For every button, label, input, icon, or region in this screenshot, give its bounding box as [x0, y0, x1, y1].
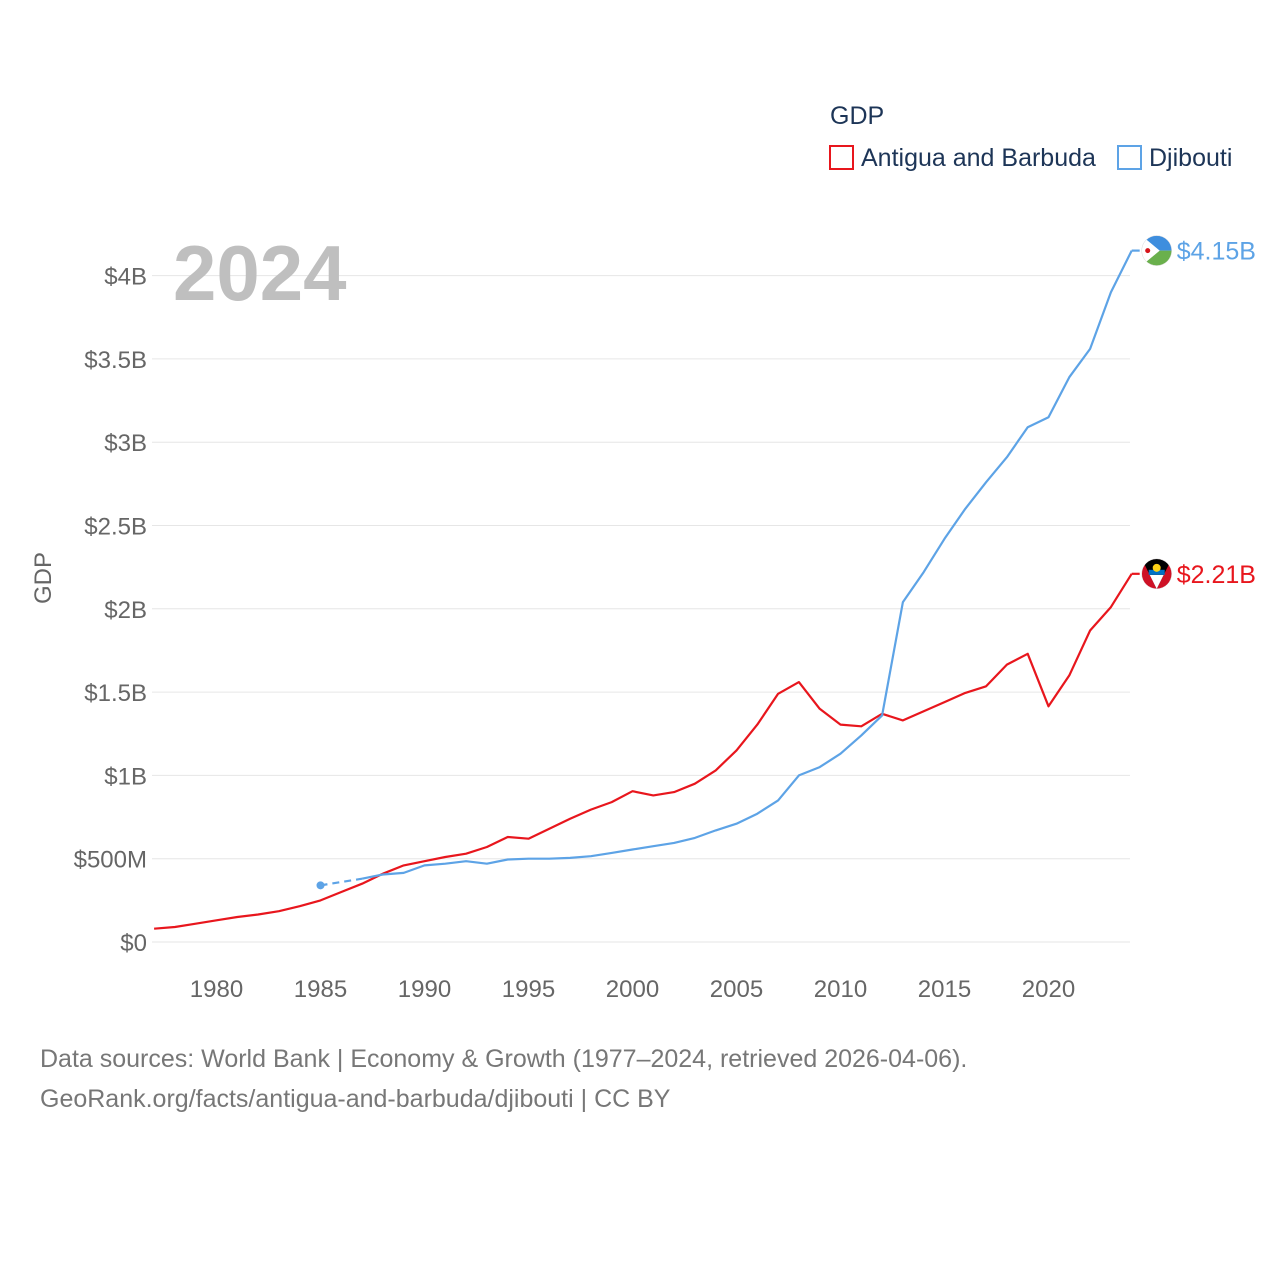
- end-labels: $2.21B $4.15B: [1131, 235, 1256, 590]
- y-tick-label: $3B: [104, 430, 147, 457]
- data-sources-note: Data sources: World Bank | Economy & Gro…: [40, 1045, 968, 1073]
- year-overlay: 2024: [173, 229, 347, 317]
- legend-item-antigua-and-barbuda[interactable]: Antigua and Barbuda: [829, 144, 1096, 172]
- series-gap-djibouti: [320, 877, 363, 887]
- y-tick-label: $1.5B: [84, 680, 147, 707]
- series-line-antigua-and-barbuda: [154, 573, 1133, 930]
- x-tick-label: 2015: [918, 976, 971, 1003]
- legend-label-djibouti: Djibouti: [1149, 144, 1232, 172]
- x-tick-label: 2020: [1022, 976, 1075, 1003]
- y-tick-label: $3.5B: [84, 347, 147, 374]
- x-axis-ticks: 1980 1985 1990 1995 2000 2005 2010 2015 2020: [190, 976, 1075, 1003]
- y-tick-label: $2.5B: [84, 514, 147, 541]
- antigua-and-barbuda-flag-icon: [1141, 558, 1172, 590]
- legend-label-antigua-and-barbuda: Antigua and Barbuda: [861, 144, 1096, 172]
- djibouti-flag-icon: [1141, 235, 1172, 266]
- series-line-djibouti: [361, 250, 1133, 880]
- legend-swatch-antigua-and-barbuda: [829, 145, 854, 170]
- y-axis-ticks: $0 $500M $1B $1.5B $2B $2.5B $3B $3.5B $4B: [74, 264, 147, 957]
- end-label-antigua-and-barbuda: $2.21B: [1177, 561, 1256, 589]
- legend-title: GDP: [830, 102, 884, 130]
- gridlines: [152, 275, 1130, 943]
- legend: GDP Antigua and Barbuda Djibouti: [829, 102, 1232, 172]
- attribution-link[interactable]: GeoRank.org/facts/antigua-and-barbuda/dj…: [40, 1085, 671, 1113]
- legend-swatch-djibouti: [1117, 145, 1142, 170]
- y-tick-label: $4B: [104, 264, 147, 291]
- y-tick-label: $2B: [104, 597, 147, 624]
- x-tick-label: 1990: [398, 976, 451, 1003]
- x-tick-label: 1985: [294, 976, 347, 1003]
- y-tick-label: $0: [120, 930, 147, 957]
- series-start-point-djibouti: [316, 881, 325, 890]
- x-tick-label: 1995: [502, 976, 555, 1003]
- end-label-djibouti: $4.15B: [1177, 238, 1256, 266]
- x-tick-label: 1980: [190, 976, 243, 1003]
- y-tick-label: $1B: [104, 763, 147, 790]
- x-tick-label: 2005: [710, 976, 763, 1003]
- legend-item-djibouti[interactable]: Djibouti: [1117, 144, 1232, 172]
- series-lines: [154, 250, 1133, 930]
- x-tick-label: 2010: [814, 976, 867, 1003]
- y-axis-title: GDP: [30, 552, 57, 604]
- y-tick-label: $500M: [74, 847, 147, 874]
- x-tick-label: 2000: [606, 976, 659, 1003]
